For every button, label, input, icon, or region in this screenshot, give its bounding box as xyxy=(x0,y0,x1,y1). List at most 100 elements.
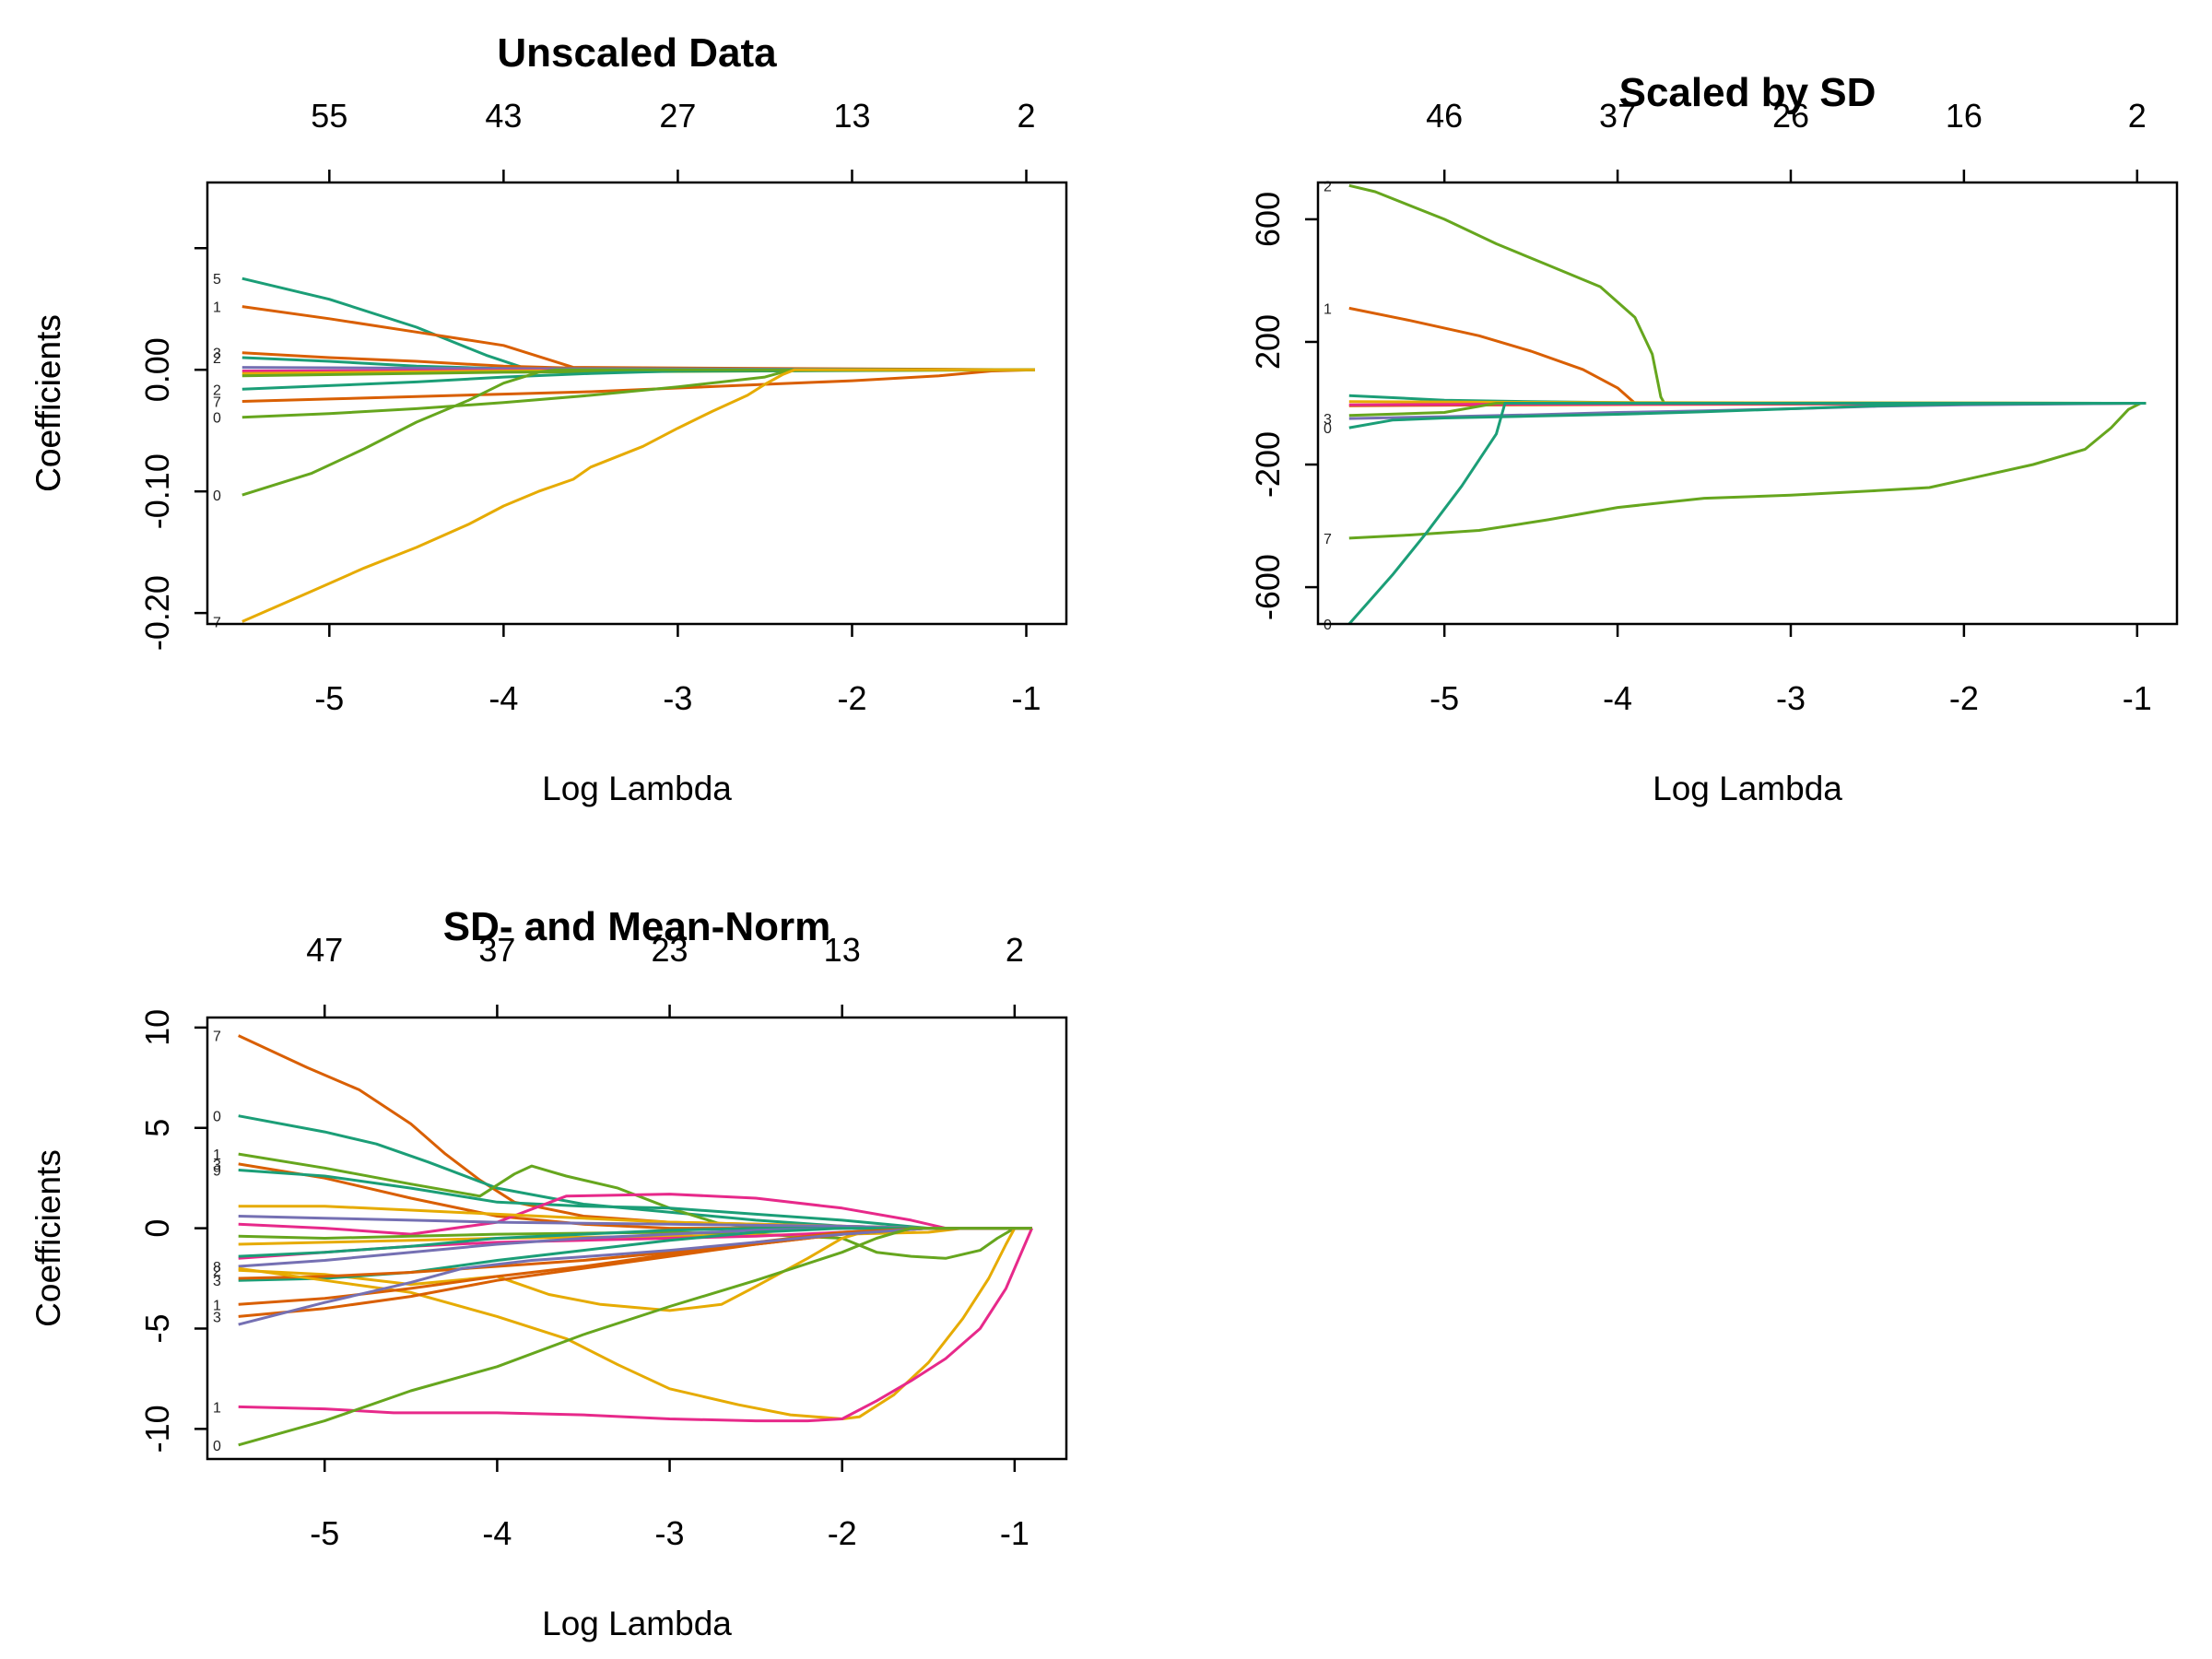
y-tick-label: -200 xyxy=(1249,431,1287,498)
plot-frame xyxy=(206,1016,1068,1461)
x-tick-label: -3 xyxy=(1776,679,1806,717)
series-label-9: 7 xyxy=(1324,532,1332,547)
y-tick-label: 10 xyxy=(138,1009,176,1046)
y-tick-label: -600 xyxy=(1249,554,1287,620)
top-tick-label: 2 xyxy=(2128,97,2147,135)
top-tick-label: 55 xyxy=(311,97,347,135)
series-label-18: 3 xyxy=(213,1310,221,1325)
chart-title: SD- and Mean-Norm xyxy=(443,904,830,949)
series-label-8: 2 xyxy=(213,382,221,398)
top-tick-label: 43 xyxy=(485,97,522,135)
series-label-17: 1 xyxy=(213,1298,221,1313)
series-label-10: 0 xyxy=(213,411,221,427)
x-axis-label: Log Lambda xyxy=(542,1605,732,1642)
top-tick-label: 46 xyxy=(1426,97,1463,135)
coef-path-9 xyxy=(1348,402,2147,540)
coef-path-16 xyxy=(238,1227,1032,1420)
coef-path-0 xyxy=(1348,183,2147,405)
x-tick-label: -1 xyxy=(2123,679,2152,717)
x-tick-label: -5 xyxy=(1430,679,1459,717)
y-tick-label: 200 xyxy=(1249,314,1287,370)
top-tick-label: 13 xyxy=(833,97,870,135)
series-label-9: 7 xyxy=(213,395,221,411)
series-label-12: 8 xyxy=(213,1260,221,1276)
series-label-21: 0 xyxy=(213,1439,221,1454)
series-label-3: 2 xyxy=(213,351,221,367)
coef-path-10 xyxy=(1347,402,2147,625)
x-tick-label: -1 xyxy=(1012,679,1041,717)
x-tick-label: -5 xyxy=(314,679,344,717)
top-tick-label: 2 xyxy=(1018,97,1036,135)
coef-path-19 xyxy=(238,1227,1032,1326)
series-label-1: 1 xyxy=(1324,301,1332,317)
series-label-0: 5 xyxy=(213,272,221,288)
chart-title: Scaled by SD xyxy=(1619,70,1877,115)
series-label-11: 0 xyxy=(213,488,221,504)
top-tick-label: 23 xyxy=(652,931,688,969)
coef-path-8 xyxy=(1348,402,2147,429)
coef-path-4 xyxy=(238,1169,1032,1230)
y-tick-label: -10 xyxy=(138,1405,176,1453)
chart-title: Unscaled Data xyxy=(497,30,777,76)
plot-frame xyxy=(206,181,1068,626)
series-label-3: 3 xyxy=(213,1158,221,1173)
coef-path-20 xyxy=(238,1228,1033,1423)
x-tick-label: -3 xyxy=(663,679,692,717)
coef-path-21 xyxy=(238,1227,1032,1447)
x-tick-label: -2 xyxy=(828,1514,857,1552)
series-label-14: 3 xyxy=(213,1274,221,1289)
plot-frame xyxy=(1316,181,2179,626)
x-tick-label: -2 xyxy=(837,679,866,717)
top-tick-label: 37 xyxy=(478,931,515,969)
series-label-20: 1 xyxy=(213,1400,221,1416)
top-tick-label: 16 xyxy=(1946,97,1983,135)
top-tick-label: 27 xyxy=(659,97,696,135)
x-tick-label: -2 xyxy=(1949,679,1979,717)
coef-path-5 xyxy=(238,1193,1032,1236)
x-axis-label: Log Lambda xyxy=(542,770,732,807)
y-axis-label: Coefficients xyxy=(29,314,67,492)
y-tick-label: -0.10 xyxy=(138,453,176,529)
coef-path-2 xyxy=(238,1152,1032,1230)
coef-path-11 xyxy=(238,1227,1032,1258)
series-label-1: 0 xyxy=(213,1110,221,1125)
y-axis-label: Coefficients xyxy=(29,314,67,492)
coef-path-10 xyxy=(241,368,1035,419)
series-label-0: 2 xyxy=(1324,179,1332,194)
coef-path-13 xyxy=(238,1227,1032,1312)
x-tick-label: -1 xyxy=(1000,1514,1030,1552)
top-tick-label: 37 xyxy=(1599,97,1636,135)
y-axis-label: Coefficients xyxy=(29,1149,67,1327)
top-tick-label: 26 xyxy=(1772,97,1809,135)
y-tick-label: 0 xyxy=(138,1219,176,1238)
x-tick-label: -4 xyxy=(482,1514,512,1552)
y-tick-label: -0.20 xyxy=(138,575,176,651)
series-label-8: 0 xyxy=(1324,421,1332,437)
series-label-0: 7 xyxy=(213,1030,221,1045)
series-label-1: 1 xyxy=(213,300,221,316)
x-tick-label: -4 xyxy=(488,679,518,717)
top-tick-label: 47 xyxy=(306,931,343,969)
top-tick-label: 2 xyxy=(1006,931,1024,969)
x-tick-label: -5 xyxy=(310,1514,339,1552)
coef-path-3 xyxy=(238,1162,1032,1230)
series-label-10: 0 xyxy=(1324,618,1332,633)
coef-path-0 xyxy=(238,1034,1032,1230)
x-tick-label: -4 xyxy=(1603,679,1632,717)
series-label-13: 2 xyxy=(213,1264,221,1279)
y-tick-label: 0.00 xyxy=(138,337,176,402)
y-tick-label: 600 xyxy=(1249,192,1287,247)
series-label-2: 3 xyxy=(213,347,221,362)
series-label-4: 9 xyxy=(213,1163,221,1179)
y-tick-label: -5 xyxy=(138,1313,176,1343)
x-axis-label: Log Lambda xyxy=(1653,770,1842,807)
series-label-7: 3 xyxy=(1324,412,1332,428)
y-tick-label: 5 xyxy=(138,1119,176,1137)
top-tick-label: 13 xyxy=(824,931,861,969)
coef-path-11 xyxy=(241,368,1035,497)
x-tick-label: -3 xyxy=(655,1514,685,1552)
